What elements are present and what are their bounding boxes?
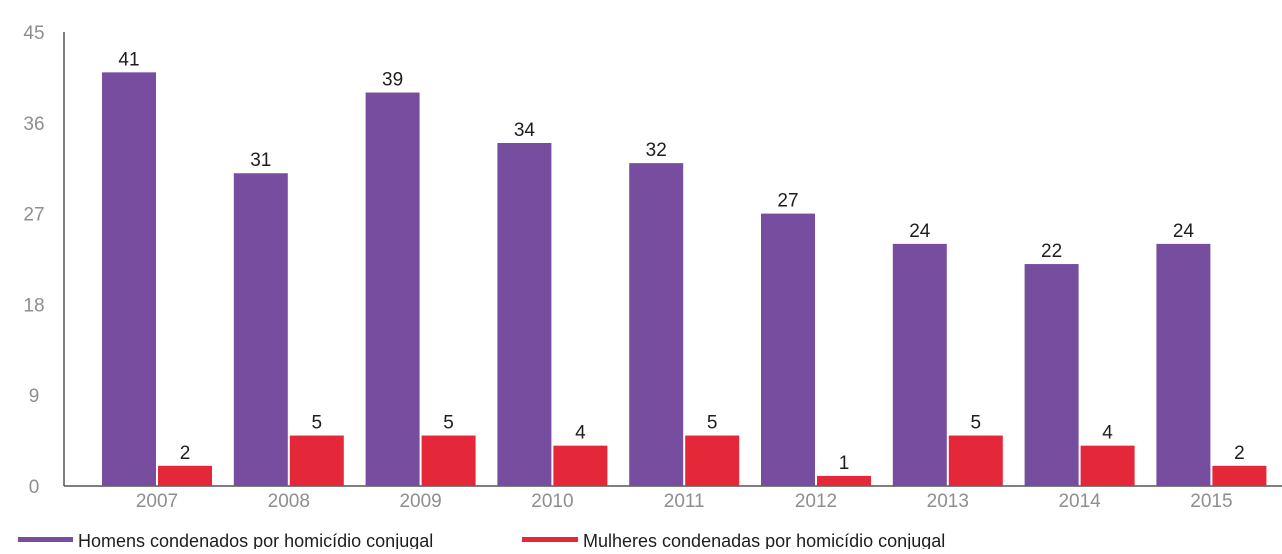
data-label: 24 [909,221,931,242]
y-tick-label: 0 [29,477,40,498]
y-tick-label: 18 [23,295,44,316]
bar-mulheres-2012 [817,475,871,486]
legend: Homens condenados por homicídio conjugal… [18,531,945,551]
bar-mulheres-2011 [685,435,740,486]
data-labels: 41 2 31 5 39 5 34 4 32 5 27 1 24 5 22 4 24 2 [118,49,1244,474]
legend-label-homens: Homens condenados por homicídio conjugal [78,531,433,549]
bar-mulheres-2014 [1080,445,1135,486]
data-label: 5 [312,413,323,434]
data-label: 5 [971,413,982,434]
bar-mulheres-2007 [158,465,212,486]
data-label: 27 [777,191,798,212]
data-label: 4 [575,423,586,444]
legend-swatch-homens [18,537,73,542]
bar-homens-2015 [1156,243,1211,486]
data-label: 32 [646,140,667,161]
bar-mulheres-2009 [421,435,476,486]
legend-label-mulheres: Mulheres condenadas por homicídio conjug… [583,531,945,549]
bar-homens-2007 [102,72,156,486]
bar-homens-2012 [761,213,815,486]
bar-homens-2013 [892,243,947,486]
y-tick-label: 9 [29,386,40,407]
data-label: 24 [1173,221,1195,242]
x-tick-label: 2012 [795,491,837,512]
x-tick-label: 2008 [268,491,310,512]
bars [102,72,1267,487]
data-label: 4 [1102,423,1113,444]
x-tick-label: 2015 [1190,491,1232,512]
legend-swatch-mulheres [522,537,578,542]
data-label: 1 [839,453,850,474]
bar-mulheres-2015 [1212,465,1267,486]
bar-homens-2009 [365,92,420,487]
data-label: 5 [707,413,718,434]
x-tick-label: 2010 [531,491,573,512]
data-label: 2 [1234,443,1245,464]
bar-homens-2008 [233,173,288,486]
data-label: 2 [180,443,191,464]
x-tick-label: 2007 [136,491,178,512]
y-tick-label: 36 [23,114,44,135]
y-axis-ticks: 0 9 18 27 36 45 [23,23,44,498]
x-tick-label: 2011 [664,491,705,512]
data-label: 41 [118,49,139,70]
x-axis-ticks: 2007 2008 2009 2010 2011 2012 2013 2014 2015 [136,491,1233,512]
bar-mulheres-2008 [289,435,344,486]
data-label: 31 [250,150,271,171]
y-tick-label: 27 [23,205,44,226]
bar-mulheres-2013 [948,435,1003,486]
bar-mulheres-2010 [553,445,608,486]
data-label: 22 [1041,241,1062,262]
bar-homens-2010 [497,142,552,486]
y-tick-label: 45 [23,23,44,44]
data-label: 39 [382,70,403,91]
data-label: 34 [514,120,536,141]
data-label: 5 [443,413,454,434]
bar-homens-2014 [1024,264,1079,486]
x-tick-label: 2013 [927,491,969,512]
x-tick-label: 2009 [399,491,441,512]
x-tick-label: 2014 [1058,491,1101,512]
bar-homens-2011 [629,163,684,486]
